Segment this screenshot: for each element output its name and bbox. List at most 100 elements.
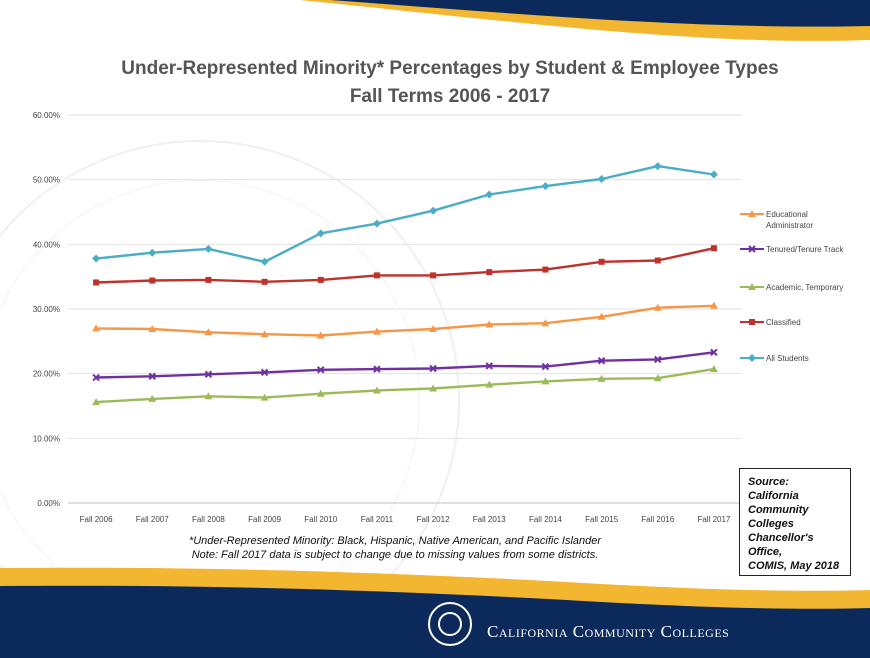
legend-label: Tenured/Tenure Track xyxy=(766,245,844,254)
data-point xyxy=(598,258,605,265)
data-point xyxy=(748,245,756,253)
data-point xyxy=(542,266,549,273)
x-tick-label: Fall 2012 xyxy=(417,515,450,524)
data-point xyxy=(260,393,269,401)
data-point xyxy=(597,175,606,184)
series-line xyxy=(96,351,715,379)
data-point xyxy=(205,276,212,283)
x-tick-label: Fall 2010 xyxy=(304,515,337,524)
data-point xyxy=(204,370,213,379)
series-line xyxy=(96,367,715,404)
data-point xyxy=(710,348,718,357)
data-point xyxy=(204,328,213,336)
data-point xyxy=(486,269,493,276)
data-point xyxy=(597,312,606,320)
data-point xyxy=(429,384,438,392)
data-point xyxy=(373,272,380,279)
data-point xyxy=(92,324,101,332)
y-tick-label: 40.00% xyxy=(33,240,60,249)
data-point xyxy=(204,244,213,253)
data-point xyxy=(653,303,662,311)
data-point xyxy=(653,374,662,382)
legend-label: Academic, Temporary xyxy=(766,283,843,292)
footnote-urm-definition: *Under-Represented Minority: Black, Hisp… xyxy=(188,535,602,547)
source-line: COMIS, May 2018 xyxy=(748,560,840,572)
y-tick-label: 10.00% xyxy=(33,434,60,443)
data-point xyxy=(485,320,494,328)
ccc-seal-logo xyxy=(428,602,472,646)
data-point xyxy=(653,162,662,171)
data-point xyxy=(749,319,755,325)
source-line: Chancellor's xyxy=(748,532,814,544)
data-point xyxy=(485,190,494,199)
data-point xyxy=(429,206,438,215)
data-point xyxy=(485,362,493,370)
series-line xyxy=(96,247,715,284)
data-point xyxy=(430,272,437,279)
data-point xyxy=(92,398,101,406)
data-point xyxy=(429,325,438,333)
seal-watermark xyxy=(0,140,460,658)
x-tick-label: Fall 2006 xyxy=(80,515,113,524)
data-point xyxy=(748,354,756,362)
data-point xyxy=(654,257,661,264)
source-line: Office, xyxy=(748,546,783,558)
data-point xyxy=(149,277,156,284)
source-line: Source: California xyxy=(748,476,799,502)
data-point xyxy=(92,373,100,382)
legend-label: All Students xyxy=(766,354,809,363)
legend-label: Administrator xyxy=(766,221,813,230)
data-point xyxy=(372,327,381,335)
x-tick-label: Fall 2015 xyxy=(585,515,618,524)
data-point xyxy=(597,374,606,382)
data-point xyxy=(709,365,718,373)
source-box: Source: California Community Colleges Chanc… xyxy=(739,468,851,576)
data-point xyxy=(373,365,381,373)
y-tick-label: 20.00% xyxy=(33,370,60,379)
data-point xyxy=(316,331,325,339)
data-point xyxy=(317,276,324,283)
x-tick-label: Fall 2007 xyxy=(136,515,169,524)
footnote-data-note: Note: Fall 2017 data is subject to chang… xyxy=(191,549,599,561)
data-point xyxy=(260,368,269,377)
data-point xyxy=(93,279,100,286)
data-point xyxy=(260,330,269,338)
chart-title: Under-Represented Minority* Percentages … xyxy=(121,58,779,79)
data-point xyxy=(316,229,325,238)
series-line xyxy=(95,164,715,263)
data-point xyxy=(654,355,662,364)
x-tick-label: Fall 2016 xyxy=(641,515,674,524)
data-point xyxy=(710,245,717,252)
y-tick-label: 30.00% xyxy=(33,305,60,314)
data-point xyxy=(148,248,157,257)
data-point xyxy=(261,278,268,285)
data-point xyxy=(372,219,381,228)
data-point xyxy=(748,210,756,217)
data-point xyxy=(429,364,437,373)
data-point xyxy=(709,301,718,309)
data-point xyxy=(316,389,325,397)
data-point xyxy=(148,394,157,402)
data-point xyxy=(92,254,101,263)
legend-label: Classified xyxy=(766,318,801,327)
data-point xyxy=(317,366,325,374)
x-tick-label: Fall 2008 xyxy=(192,515,225,524)
data-point xyxy=(148,325,157,333)
data-point xyxy=(204,392,213,400)
data-point xyxy=(541,362,550,371)
legend-label: Educational xyxy=(766,210,808,219)
data-point xyxy=(541,182,550,191)
top-navy-swoosh xyxy=(330,0,870,27)
data-point xyxy=(709,170,718,179)
x-tick-label: Fall 2009 xyxy=(248,515,281,524)
source-line: Community xyxy=(748,504,809,516)
data-point xyxy=(485,380,494,388)
data-point xyxy=(148,372,156,380)
data-point xyxy=(372,386,381,394)
data-point xyxy=(541,377,550,385)
y-tick-label: 60.00% xyxy=(33,111,60,120)
y-tick-label: 50.00% xyxy=(33,176,60,185)
series-line xyxy=(96,304,714,337)
